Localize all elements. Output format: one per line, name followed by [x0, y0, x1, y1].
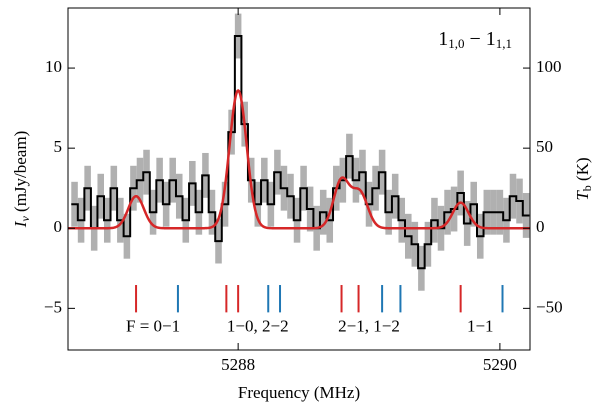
y-tick-label: 10	[45, 57, 62, 76]
t-b-sub: 1,1	[496, 36, 512, 51]
x-tick-label: 5290	[483, 355, 517, 374]
component-label: 1−1	[467, 317, 494, 336]
component-label: 2−1, 1−2	[338, 317, 400, 336]
y2-tick-label: −50	[536, 297, 563, 316]
plot-frame	[67, 7, 531, 351]
transition-label: 11,0 − 11,1	[438, 28, 512, 51]
x-axis-label: Frequency (MHz)	[238, 383, 360, 402]
y-axis-label: Iν (mJy/beam)	[11, 131, 32, 228]
y2-axis-label: Tb (K)	[573, 157, 594, 200]
t-a-sub: 1,0	[448, 36, 464, 51]
x-tick-label: 5288	[221, 355, 255, 374]
t-b: − 1	[464, 28, 495, 50]
y-tick-label: 5	[54, 137, 63, 156]
y-label-symbol: I	[11, 220, 30, 228]
y2-label-unit: (K)	[573, 157, 592, 185]
y2-tick-label: 50	[536, 137, 553, 156]
y2-label-sub: b	[580, 185, 594, 191]
component-label: F = 0−1	[126, 317, 180, 336]
y2-label-symbol: T	[573, 190, 592, 201]
y-label-sub: ν	[18, 216, 32, 222]
plot-area	[68, 13, 530, 291]
fit-curve	[68, 88, 530, 230]
spectrum-line	[71, 35, 530, 270]
y-label-unit: (mJy/beam)	[11, 131, 30, 216]
y2-tick-label: 0	[536, 217, 545, 236]
y2-tick-label: 100	[536, 57, 562, 76]
component-label: 1−0, 2−2	[227, 317, 289, 336]
y-tick-label: −5	[44, 297, 62, 316]
t-a: 1	[438, 28, 448, 50]
y-tick-label: 0	[54, 217, 63, 236]
